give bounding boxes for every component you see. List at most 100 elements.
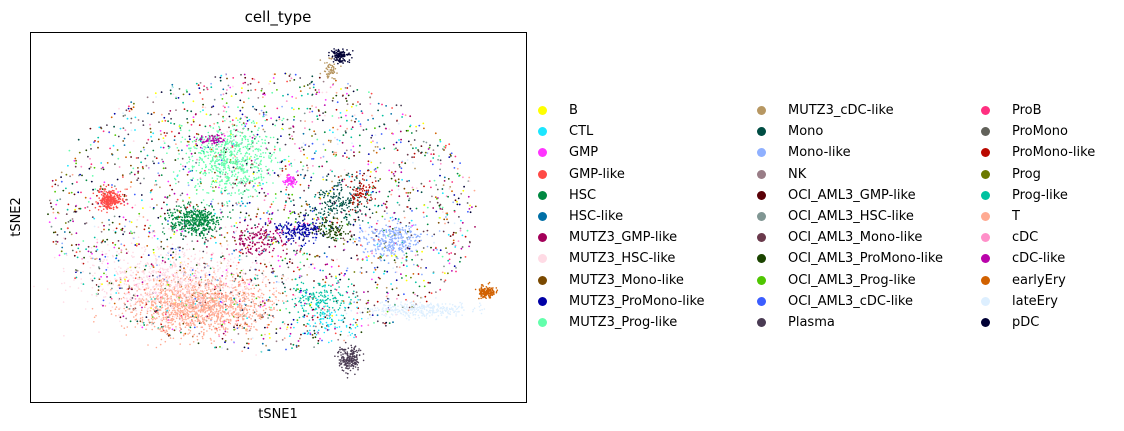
- scatter-point: [257, 206, 259, 209]
- scatter-point: [243, 101, 245, 103]
- scatter-point: [110, 310, 112, 312]
- scatter-point: [91, 294, 93, 296]
- scatter-point: [56, 234, 59, 236]
- scatter-point: [255, 136, 257, 138]
- scatter-point: [164, 167, 167, 170]
- scatter-point: [344, 309, 346, 312]
- scatter-point: [179, 307, 182, 310]
- scatter-point: [93, 217, 96, 220]
- scatter-point: [410, 219, 413, 222]
- scatter-point: [82, 240, 85, 242]
- scatter-point: [232, 290, 234, 292]
- scatter-point: [337, 176, 340, 178]
- scatter-point: [424, 154, 426, 157]
- scatter-point: [331, 115, 334, 117]
- scatter-point: [243, 327, 246, 329]
- scatter-point: [165, 276, 168, 279]
- scatter-point: [130, 129, 133, 132]
- scatter-point: [355, 291, 358, 294]
- scatter-point: [193, 295, 195, 297]
- scatter-point: [116, 178, 119, 181]
- scatter-point: [160, 174, 163, 177]
- scatter-point: [178, 132, 181, 135]
- scatter-point: [306, 157, 309, 159]
- scatter-point: [179, 330, 181, 332]
- scatter-point: [234, 279, 236, 282]
- scatter-point: [156, 298, 158, 300]
- scatter-point: [230, 302, 232, 304]
- scatter-point: [293, 79, 296, 81]
- scatter-point: [196, 179, 199, 181]
- scatter-point: [152, 271, 155, 274]
- scatter-point: [194, 147, 196, 149]
- scatter-point: [176, 276, 178, 279]
- scatter-point: [217, 316, 220, 319]
- scatter-point: [287, 193, 290, 196]
- scatter-point: [371, 314, 374, 316]
- scatter-point: [403, 293, 405, 296]
- scatter-point: [295, 252, 298, 255]
- scatter-point: [116, 279, 118, 282]
- scatter-point: [85, 149, 88, 152]
- scatter-point: [251, 295, 253, 297]
- scatter-point: [190, 281, 193, 284]
- scatter-point: [208, 273, 211, 276]
- scatter-point: [215, 287, 217, 290]
- scatter-point: [393, 175, 396, 177]
- scatter-point: [348, 157, 350, 160]
- scatter-point: [188, 196, 191, 199]
- scatter-point: [225, 265, 228, 267]
- scatter-point: [210, 185, 212, 188]
- scatter-point: [248, 214, 250, 217]
- scatter-point: [259, 155, 261, 158]
- scatter-point: [263, 156, 265, 159]
- scatter-point: [406, 206, 409, 208]
- scatter-point: [321, 91, 324, 94]
- scatter-point: [186, 322, 188, 325]
- scatter-point: [203, 305, 205, 307]
- scatter-point: [251, 142, 253, 144]
- scatter-point: [247, 292, 249, 295]
- scatter-point: [231, 276, 234, 278]
- scatter-point: [197, 310, 200, 312]
- scatter-point: [213, 190, 215, 192]
- scatter-point: [138, 266, 141, 269]
- scatter-point: [408, 247, 411, 250]
- scatter-point: [202, 295, 205, 298]
- scatter-point: [365, 175, 368, 177]
- scatter-point: [131, 232, 133, 235]
- scatter-point: [199, 181, 202, 183]
- scatter-point: [171, 273, 173, 276]
- scatter-point: [195, 315, 198, 318]
- scatter-point: [369, 225, 371, 227]
- scatter-point: [63, 237, 65, 240]
- scatter-point: [367, 163, 370, 166]
- scatter-point: [341, 294, 344, 297]
- scatter-point: [164, 271, 167, 274]
- scatter-point: [153, 279, 155, 282]
- scatter-point: [439, 168, 441, 171]
- scatter-point: [246, 311, 249, 314]
- scatter-point: [147, 324, 150, 326]
- scatter-point: [328, 273, 331, 275]
- scatter-point: [255, 321, 257, 323]
- scatter-point: [70, 244, 73, 247]
- scatter-point: [190, 299, 192, 302]
- scatter-point: [291, 211, 294, 214]
- scatter-point: [128, 308, 131, 310]
- scatter-point: [178, 298, 180, 300]
- scatter-point: [87, 250, 90, 253]
- scatter-point: [197, 316, 200, 319]
- scatter-point: [181, 157, 184, 160]
- scatter-point: [407, 192, 409, 194]
- scatter-point: [410, 276, 412, 279]
- scatter-point: [89, 197, 92, 200]
- scatter-point: [174, 178, 177, 181]
- scatter-point: [104, 305, 107, 307]
- scatter-point: [406, 180, 408, 183]
- scatter-point: [270, 203, 273, 206]
- scatter-point: [317, 300, 320, 302]
- scatter-point: [197, 283, 200, 285]
- scatter-point: [241, 289, 244, 292]
- scatter-point: [97, 285, 100, 288]
